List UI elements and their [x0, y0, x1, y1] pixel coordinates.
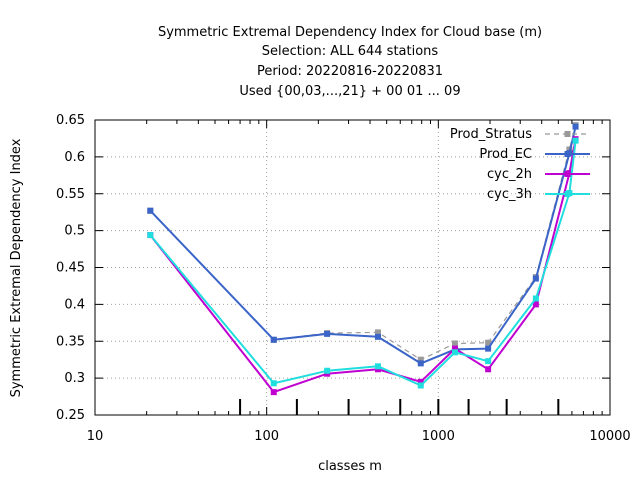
legend-label: Prod_Stratus	[450, 127, 532, 142]
legend-entry: Prod_Stratus	[450, 127, 590, 142]
title-line-2: Selection: ALL 644 stations	[262, 44, 439, 59]
legend-swatch-marker	[564, 191, 571, 197]
data-point	[572, 137, 579, 144]
series-lines	[147, 122, 579, 396]
data-point	[270, 380, 277, 387]
y-tick-label: 0.5	[64, 224, 85, 239]
data-point	[485, 339, 492, 346]
series-cyc-3h	[147, 137, 579, 389]
y-tick-label: 0.3	[64, 371, 85, 386]
data-point	[485, 358, 492, 365]
legend-swatch-marker	[564, 171, 571, 177]
data-point	[374, 329, 381, 336]
y-tick-label: 0.35	[56, 334, 85, 349]
legend-entry: Prod_EC	[479, 147, 590, 162]
y-tick-label: 0.55	[56, 187, 85, 202]
data-point	[324, 367, 331, 374]
data-point	[451, 345, 458, 352]
data-point	[572, 123, 579, 130]
data-point	[532, 275, 539, 282]
chart-title: Symmetric Extremal Dependency Index for …	[158, 25, 542, 99]
y-axis-label: Symmetric Extremal Dependency Index	[9, 138, 24, 397]
data-point	[532, 301, 539, 308]
data-point	[270, 389, 277, 396]
x-tick-label: 10000	[589, 429, 630, 444]
y-tick-label: 0.6	[64, 150, 85, 165]
data-point	[532, 295, 539, 302]
legend-label: cyc_2h	[487, 167, 532, 182]
legend-entry: cyc_2h	[487, 167, 590, 182]
data-point	[270, 336, 277, 343]
data-point	[417, 356, 424, 363]
data-point	[324, 330, 331, 337]
data-point	[451, 340, 458, 347]
data-point	[374, 363, 381, 370]
y-tick-label: 0.25	[56, 408, 85, 423]
data-point	[147, 232, 154, 239]
data-point	[485, 366, 492, 373]
legend-label: cyc_3h	[487, 187, 532, 202]
legend: Prod_Stratus Prod_EC cyc_2h cyc_3h	[450, 127, 590, 202]
data-point	[147, 207, 154, 214]
y-tick-label: 0.4	[64, 297, 85, 312]
series-line	[149, 139, 577, 394]
data-point	[417, 378, 424, 385]
data-point	[485, 345, 492, 352]
x-tick-label: 10	[87, 429, 104, 444]
axes: 0.25 0.3 0.35 0.4 0.45 0.5 0.55 0.6 0.65 10 100 100…	[56, 113, 631, 444]
data-point	[374, 333, 381, 340]
x-tick-label: 100	[254, 429, 279, 444]
y-tick-label: 0.45	[56, 261, 85, 276]
data-point	[417, 382, 424, 389]
x-tick-label: 1000	[422, 429, 455, 444]
data-point	[417, 360, 424, 367]
legend-entry: cyc_3h	[487, 187, 590, 202]
legend-swatch-marker	[564, 151, 571, 157]
series-line	[149, 140, 577, 387]
x-axis-label: classes m	[318, 459, 382, 474]
legend-swatch-marker	[564, 131, 571, 137]
legend-label: Prod_EC	[479, 147, 532, 162]
y-tick-label: 0.65	[56, 113, 85, 128]
data-point	[451, 349, 458, 356]
title-line-4: Used {00,03,...,21} + 00 01 ... 09	[239, 84, 460, 99]
title-line-1: Symmetric Extremal Dependency Index for …	[158, 25, 542, 40]
series-line	[149, 126, 577, 365]
title-line-3: Period: 20220816-20220831	[257, 64, 443, 79]
